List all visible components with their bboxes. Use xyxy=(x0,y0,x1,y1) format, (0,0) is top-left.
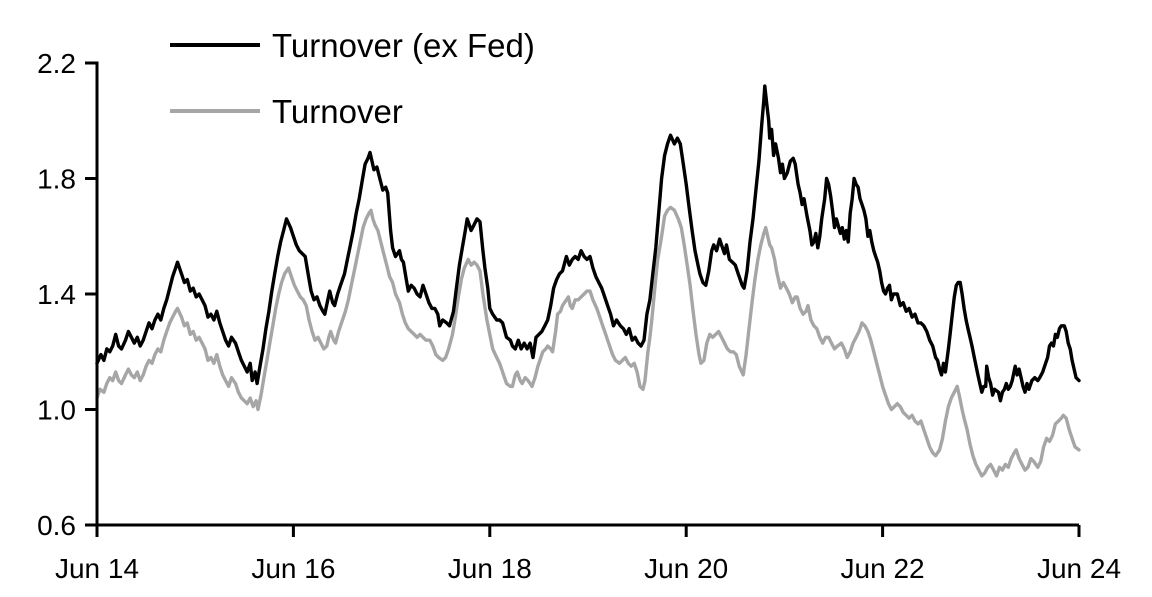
x-tick-label: Jun 18 xyxy=(448,553,532,584)
x-tick-label: Jun 16 xyxy=(251,553,335,584)
legend-label-turnover: Turnover xyxy=(272,92,403,130)
legend-entry-turnover-ex-fed: Turnover (ex Fed) xyxy=(170,24,535,66)
y-tick-label: 1.4 xyxy=(37,279,76,310)
x-tick-label: Jun 14 xyxy=(55,553,139,584)
legend-entry-turnover: Turnover xyxy=(170,90,535,132)
series-line-turnover xyxy=(95,205,1081,478)
series-line-turnover-ex-fed xyxy=(95,84,1081,403)
y-tick-label: 2.2 xyxy=(37,48,76,79)
y-tick-label: 1.0 xyxy=(37,395,76,426)
x-tick-label: Jun 20 xyxy=(644,553,728,584)
y-tick-label: 1.8 xyxy=(37,164,76,195)
legend-swatch-gray-line xyxy=(170,109,260,113)
x-tick-label: Jun 24 xyxy=(1037,553,1121,584)
legend-swatch-black-line xyxy=(170,43,260,47)
chart-legend: Turnover (ex Fed) Turnover xyxy=(170,24,535,156)
legend-label-turnover-ex-fed: Turnover (ex Fed) xyxy=(272,26,535,64)
x-tick-label: Jun 22 xyxy=(841,553,925,584)
y-tick-label: 0.6 xyxy=(37,510,76,541)
